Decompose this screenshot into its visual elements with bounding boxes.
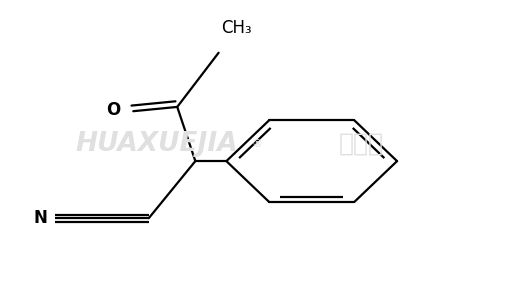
- Text: 化学加: 化学加: [339, 132, 383, 156]
- Text: O: O: [106, 101, 120, 119]
- Text: HUAXUEJIA: HUAXUEJIA: [75, 131, 238, 157]
- Text: CH₃: CH₃: [222, 20, 252, 37]
- Text: ®: ®: [252, 139, 263, 149]
- Text: N: N: [33, 209, 47, 227]
